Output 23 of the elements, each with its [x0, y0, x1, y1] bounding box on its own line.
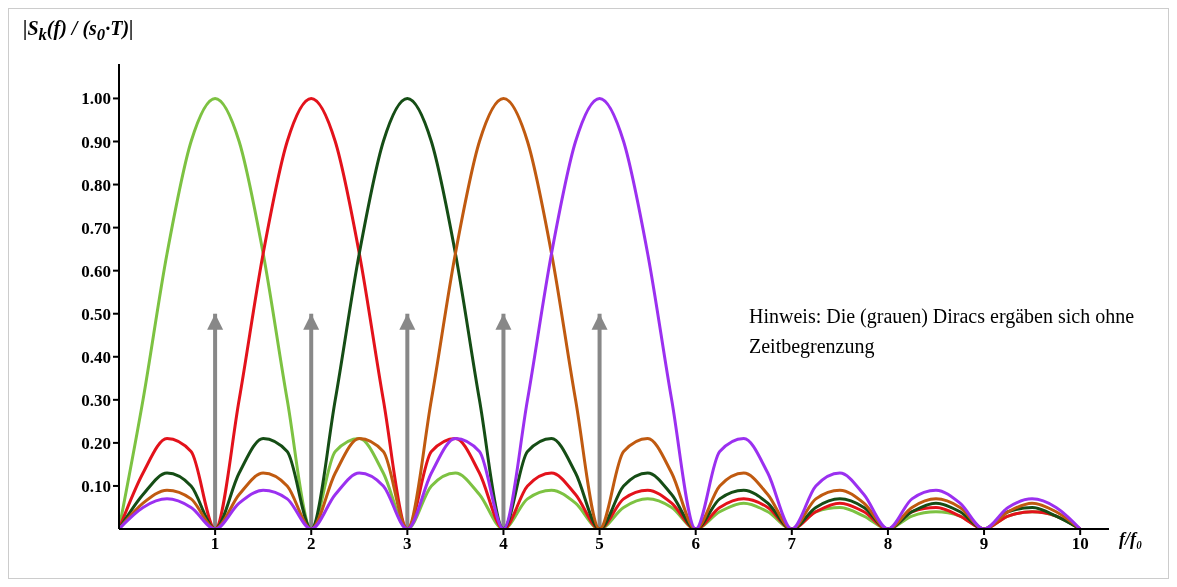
- y-tick-label: 1.00: [81, 89, 111, 109]
- annotation: Hinweis: Die (grauen) Diracs ergäben sich ohne Zeitbegrenzung: [749, 304, 1136, 360]
- y-tick-label: 0.40: [81, 347, 111, 367]
- y-tick-label: 0.30: [81, 390, 111, 410]
- y-tick-label: 0.70: [81, 218, 111, 238]
- x-tick-label: 1: [210, 534, 220, 554]
- y-tick-label: 0.50: [81, 304, 111, 324]
- y-tick-label: 0.80: [81, 175, 111, 195]
- y-tick-label: 0.90: [81, 132, 111, 152]
- y-tick-label: 0.20: [81, 433, 111, 453]
- y-tick-label: 0.10: [81, 476, 111, 496]
- x-tick-label: 4: [499, 534, 509, 554]
- y-axis-title: |S$_{k}$(f) / (s$_{0}$·T)|: [23, 17, 134, 45]
- x-tick-label: 10: [1071, 534, 1089, 554]
- x-tick-label: 6: [691, 534, 700, 554]
- x-tick-label: 8: [883, 534, 893, 554]
- x-tick-label: 7: [787, 534, 797, 554]
- x-tick-label: 9: [979, 534, 989, 554]
- x-axis-title: f/f₀: [1119, 529, 1143, 550]
- x-tick-label: 3: [403, 534, 412, 554]
- x-tick-label: 2: [306, 534, 316, 554]
- x-tick-label: 5: [595, 534, 604, 554]
- y-tick-label: 0.60: [81, 261, 111, 281]
